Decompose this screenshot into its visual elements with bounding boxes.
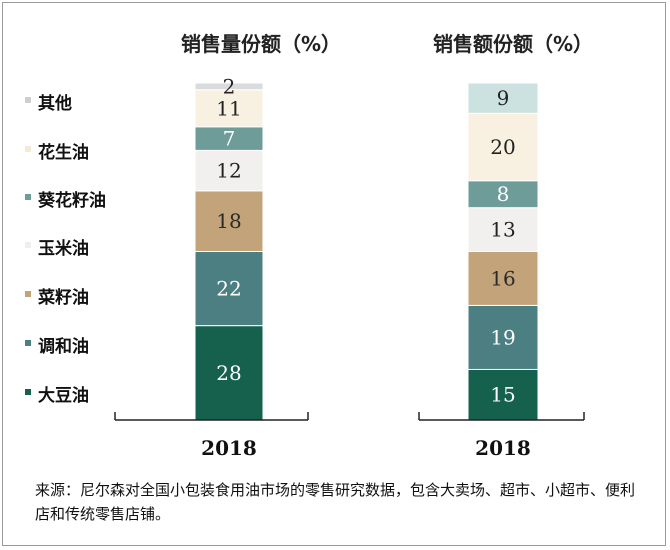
legend-swatch	[25, 291, 31, 297]
legend-label: 大豆油	[38, 385, 89, 406]
bar-segment	[194, 82, 264, 91]
legend-label: 花生油	[38, 142, 89, 163]
legend-swatch	[25, 97, 31, 103]
bar-segment	[467, 304, 539, 370]
bar-segment	[194, 325, 264, 421]
data-label: 12	[216, 159, 241, 183]
x-tick-label: 2018	[201, 436, 257, 460]
legend-label: 葵花籽油	[38, 190, 106, 211]
data-label: 22	[216, 277, 241, 301]
bar-segment	[467, 251, 539, 306]
legend-swatch	[25, 146, 31, 152]
data-label: 7	[223, 127, 236, 151]
stacked-bar-charts: 其他花生油葵花籽油玉米油菜籽油调和油大豆油销售量份额（%）28221812711…	[25, 32, 593, 460]
chart-title: 销售量份额（%）	[181, 32, 341, 56]
data-label: 28	[216, 361, 241, 385]
chart-title: 销售额份额（%）	[433, 32, 593, 56]
source-note: 来源：尼尔森对全国小包装食用油市场的零售研究数据，包含大卖场、超市、小超市、便利…	[35, 481, 636, 523]
bar-segment	[194, 251, 264, 327]
legend-label: 其他	[38, 93, 72, 114]
data-label: 13	[490, 218, 515, 242]
data-label: 9	[497, 86, 510, 110]
legend-label: 菜籽油	[37, 287, 89, 308]
data-label: 19	[490, 325, 515, 349]
legend-label: 玉米油	[38, 238, 89, 259]
data-label: 15	[490, 383, 515, 407]
data-label: 2	[223, 74, 236, 98]
legend-swatch	[25, 242, 31, 248]
data-label: 18	[216, 209, 241, 233]
data-label: 11	[216, 96, 241, 120]
legend-swatch	[25, 194, 31, 200]
bar-segment	[194, 89, 264, 128]
legend-swatch	[25, 340, 31, 346]
bar-segment	[467, 112, 539, 182]
legend-swatch	[25, 389, 31, 395]
bar-segment	[194, 149, 264, 192]
data-label: 16	[490, 266, 515, 290]
data-label: 8	[497, 182, 510, 206]
bar-segment	[467, 207, 539, 253]
x-tick-label: 2018	[475, 436, 531, 460]
legend-label: 调和油	[38, 336, 89, 357]
data-label: 20	[490, 135, 515, 159]
bar-segment	[467, 82, 539, 114]
